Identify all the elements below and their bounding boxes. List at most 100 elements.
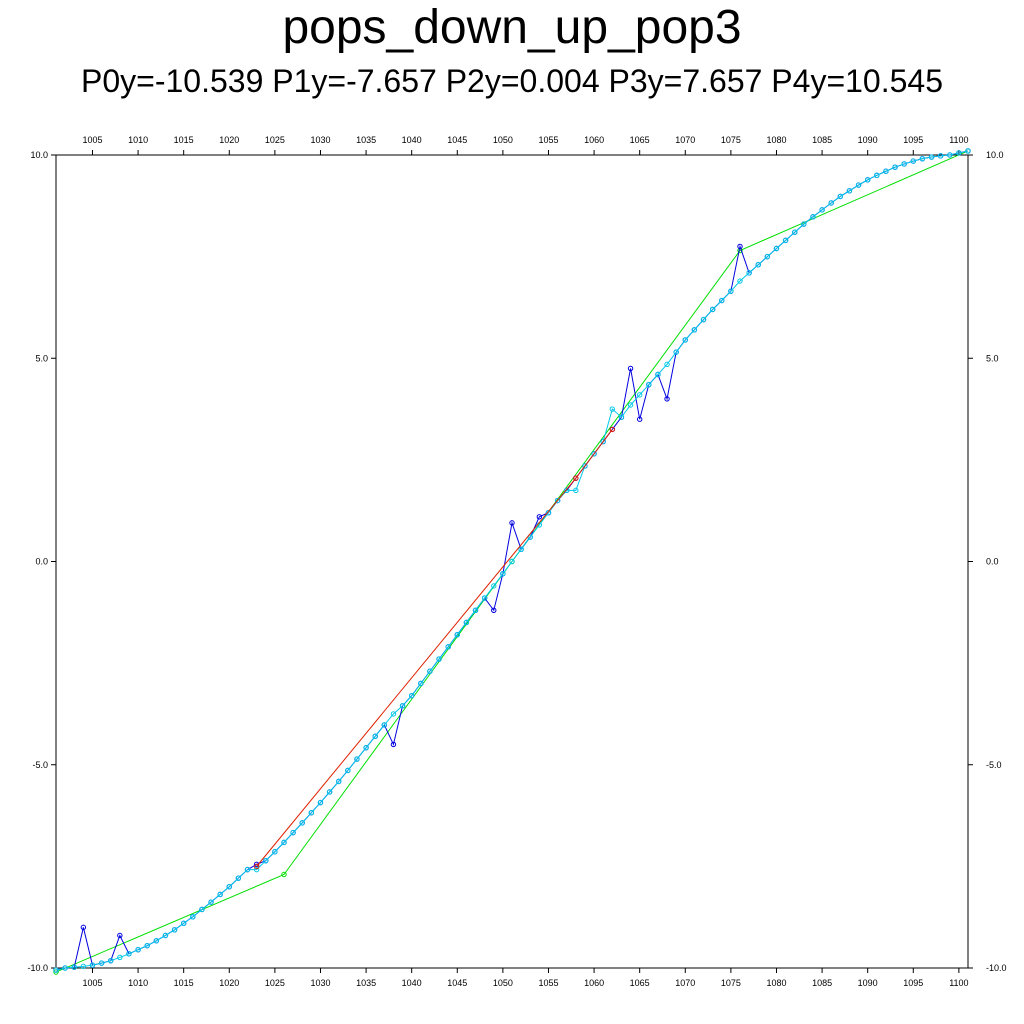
y-tick-label-right: 10.0 [986,150,1004,160]
series-point-2 [600,438,606,445]
series-point-2 [208,899,214,905]
series-point-2 [764,253,771,260]
series-point-2 [965,148,971,154]
series-point-2 [928,154,935,160]
series-point-2 [746,270,752,276]
x-tick-label-top: 1065 [630,135,650,145]
x-tick-label-bottom: 1085 [812,978,832,988]
series-line-1 [55,150,969,971]
series-point-2 [317,799,324,806]
x-tick-label-top: 1100 [949,135,968,145]
series-point-2 [846,188,853,194]
series-point-2 [190,914,196,920]
series-line-2 [55,150,969,971]
axes: 1005 1005 1010 1010 1015 1015 1020 1020 1025 1025… [27,135,1006,988]
y-tick-label-left: -10.0 [27,963,48,973]
x-tick-label-top: 1070 [675,135,695,145]
series-point-2 [144,942,150,949]
series-point-2 [855,182,862,188]
series-layer [53,148,971,975]
series-point-2 [509,558,515,565]
series-point-1 [737,243,743,250]
series-point-2 [290,829,296,836]
series-point-2 [253,866,260,873]
series-point-2 [782,237,789,244]
series-point-2 [664,361,670,368]
series-point-2 [491,583,497,589]
series-point-0 [281,871,287,878]
x-tick-label-top: 1040 [402,135,422,145]
x-tick-label-top: 1030 [310,135,330,145]
x-tick-label-bottom: 1100 [949,978,968,988]
y-tick-label-left: 5.0 [35,353,48,363]
x-tick-label-bottom: 1010 [128,978,148,988]
series-point-2 [108,957,114,964]
x-tick-label-bottom: 1075 [721,978,741,988]
x-tick-label-bottom: 1045 [447,978,467,988]
series-point-2 [445,644,451,650]
series-point-2 [299,820,305,826]
x-tick-label-bottom: 1095 [903,978,923,988]
series-point-3 [253,863,260,870]
series-point-3 [609,426,616,433]
series-point-2 [463,619,470,626]
x-tick-label-top: 1060 [584,135,604,145]
chart-title: pops_down_up_pop3 [282,1,742,54]
x-tick-label-bottom: 1050 [493,978,513,988]
series-point-2 [418,680,424,687]
series-point-2 [709,306,716,313]
series-point-2 [427,668,433,674]
series-point-2 [937,153,944,159]
series-point-2 [627,402,634,408]
x-tick-label-top: 1075 [721,135,741,145]
series-point-2 [910,158,916,164]
x-tick-label-bottom: 1030 [310,978,330,988]
series-point-2 [810,214,816,220]
y-tick-label-left: 10.0 [30,150,48,160]
series-point-2 [217,891,223,898]
series-point-2 [582,463,588,469]
series-point-2 [545,510,552,516]
series-point-2 [892,164,898,170]
series-point-2 [180,920,187,926]
x-tick-label-bottom: 1090 [858,978,878,988]
x-tick-label-bottom: 1060 [584,978,604,988]
series-point-2 [801,221,807,227]
series-point-2 [98,960,105,966]
series-point-2 [126,951,132,957]
x-tick-label-bottom: 1065 [630,978,650,988]
series-point-2 [363,744,369,751]
series-point-2 [500,570,506,577]
x-tick-label-bottom: 1020 [219,978,239,988]
series-point-2 [719,297,725,304]
series-point-2 [837,193,844,200]
series-point-2 [573,487,579,494]
x-tick-label-top: 1080 [766,135,786,145]
series-point-2 [372,733,378,739]
series-point-2 [883,168,889,174]
series-point-2 [408,692,415,699]
y-tick-label-left: -5.0 [32,760,48,770]
series-point-2 [874,172,880,179]
series-point-2 [682,337,688,343]
series-point-2 [518,546,524,553]
series-point-2 [80,963,87,970]
series-point-2 [244,866,251,873]
x-tick-label-top: 1010 [128,135,148,145]
series-point-2 [956,150,962,156]
series-point-2 [454,631,460,638]
x-tick-label-bottom: 1015 [174,978,194,988]
series-point-2 [564,487,570,494]
series-point-2 [89,962,96,968]
series-point-1 [509,520,515,526]
series-point-2 [390,711,397,717]
y-tick-label-left: 0.0 [35,557,48,567]
series-point-2 [199,906,205,913]
series-point-2 [481,595,488,601]
series-point-2 [162,932,169,939]
series-point-2 [655,371,661,378]
x-tick-label-top: 1055 [538,135,558,145]
x-tick-label-bottom: 1035 [356,978,376,988]
series-point-2 [381,722,388,728]
series-point-2 [864,177,871,183]
